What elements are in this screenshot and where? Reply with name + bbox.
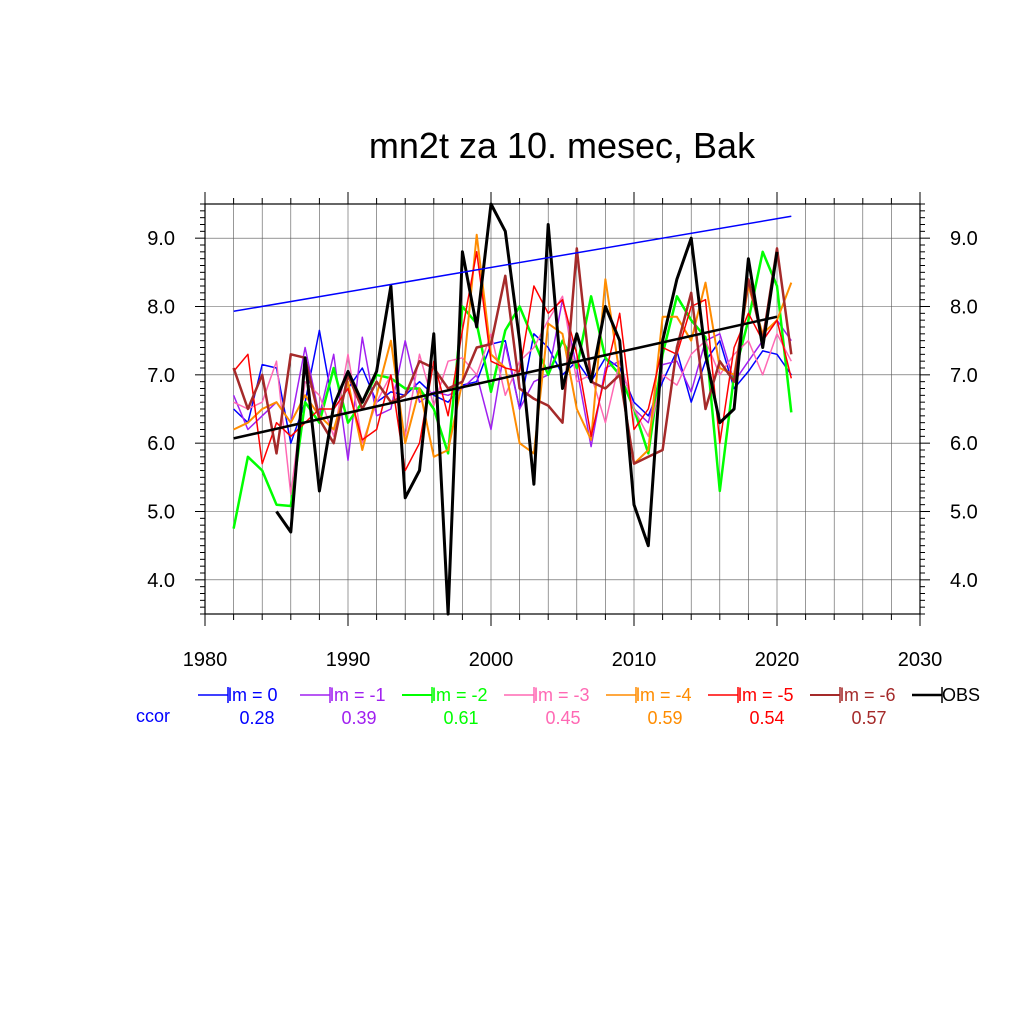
axes: 4.0 4.0 5.0 5.0 6.0 6.0 7.0 7.0 8.0 8.0 9.0 9.0 1980… — [147, 192, 978, 671]
x-tick-label: 2010 — [612, 649, 657, 671]
series-line — [232, 250, 793, 529]
plot-area — [232, 202, 793, 616]
y-tick-label-right: 9.0 — [950, 228, 978, 250]
y-tick-label-right: 7.0 — [950, 365, 978, 387]
ccor-value: 0.54 — [749, 708, 784, 728]
series-line — [233, 233, 793, 465]
y-tick-label: 5.0 — [147, 502, 175, 524]
x-tick-label: 2030 — [898, 649, 943, 671]
y-tick-label: 8.0 — [147, 297, 175, 319]
y-tick-label: 4.0 — [147, 570, 175, 592]
ccor-label: ccor — [136, 706, 170, 726]
y-tick-label: 9.0 — [147, 228, 175, 250]
ccor-value: 0.59 — [647, 708, 682, 728]
x-tick-label: 1990 — [326, 649, 371, 671]
x-tick-label: 2020 — [755, 649, 800, 671]
legend-label: lm = -2 — [432, 685, 488, 705]
legend: lm = 0 0.28 lm = -1 0.39 lm = -2 0.61 lm = -3 0… — [136, 685, 980, 728]
legend-label: OBS — [942, 685, 980, 705]
chart-title: mn2t za 10. mesec, Bak — [369, 125, 756, 166]
y-tick-label-right: 4.0 — [950, 570, 978, 592]
y-tick-label-right: 8.0 — [950, 297, 978, 319]
y-tick-label-right: 5.0 — [950, 502, 978, 524]
x-tick-label: 2000 — [469, 649, 514, 671]
y-tick-label: 7.0 — [147, 365, 175, 387]
trend-line — [233, 315, 778, 440]
ccor-value: 0.57 — [851, 708, 886, 728]
ccor-value: 0.61 — [443, 708, 478, 728]
y-tick-label-right: 6.0 — [950, 433, 978, 455]
legend-label: lm = -5 — [738, 685, 794, 705]
legend-label: lm = -1 — [330, 685, 386, 705]
series-line — [232, 247, 793, 465]
x-tick-label: 1980 — [183, 649, 228, 671]
y-tick-label: 6.0 — [147, 433, 175, 455]
ccor-value: 0.28 — [239, 708, 274, 728]
legend-label: lm = -4 — [636, 685, 692, 705]
legend-label: lm = 0 — [228, 685, 278, 705]
legend-label: lm = -3 — [534, 685, 590, 705]
series-line — [275, 202, 779, 616]
legend-label: lm = -6 — [840, 685, 896, 705]
ccor-value: 0.45 — [545, 708, 580, 728]
trend-line — [233, 215, 792, 313]
ccor-value: 0.39 — [341, 708, 376, 728]
